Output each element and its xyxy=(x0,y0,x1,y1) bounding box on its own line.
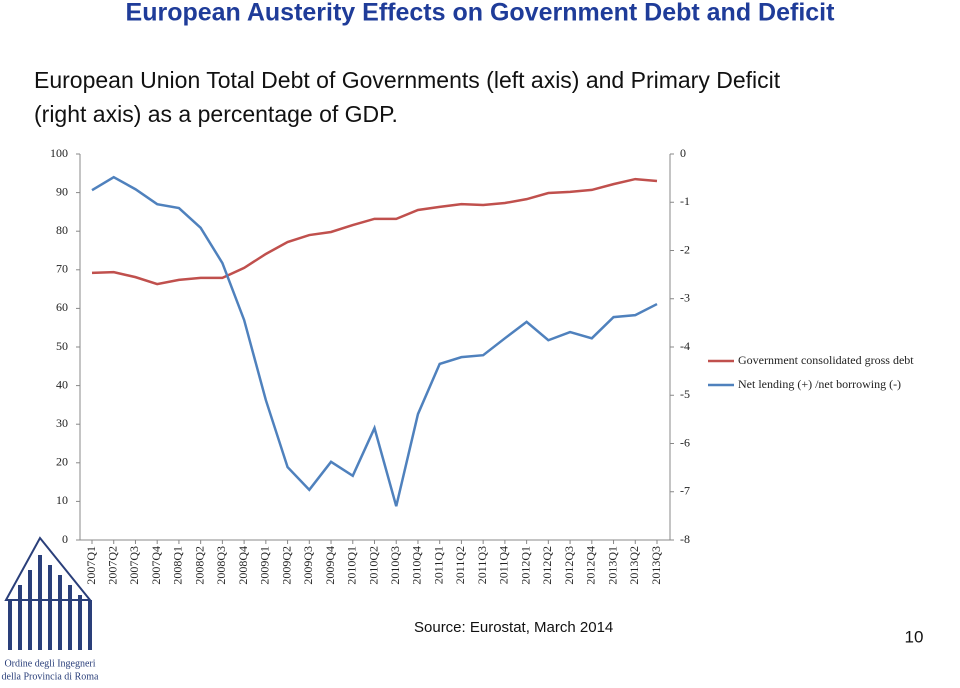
y2-tick-label: -6 xyxy=(680,435,690,449)
y-tick-label: 30 xyxy=(56,416,68,430)
x-tick-label: 2010Q4 xyxy=(410,546,424,585)
x-tick-label: 2013Q3 xyxy=(649,546,663,585)
x-tick-label: 2010Q1 xyxy=(345,546,359,585)
y2-tick-label: -7 xyxy=(680,484,690,498)
subtitle: (right axis) as a percentage of GDP. xyxy=(34,101,398,127)
x-tick-label: 2013Q2 xyxy=(627,546,641,585)
x-tick-label: 2008Q1 xyxy=(171,546,185,585)
x-tick-label: 2009Q1 xyxy=(258,546,272,585)
x-tick-label: 2010Q3 xyxy=(388,546,402,585)
x-tick-label: 2011Q3 xyxy=(475,546,489,584)
source-note: Source: Eurostat, March 2014 xyxy=(414,619,613,636)
y-tick-label: 60 xyxy=(56,300,68,314)
y-tick-label: 0 xyxy=(62,532,68,546)
x-tick-label: 2010Q2 xyxy=(366,546,380,585)
y-tick-label: 90 xyxy=(56,184,68,198)
y2-tick-label: -3 xyxy=(680,291,690,305)
x-tick-label: 2007Q3 xyxy=(127,546,141,585)
y-tick-label: 20 xyxy=(56,455,68,469)
subtitle: European Union Total Debt of Governments… xyxy=(34,67,781,93)
x-tick-label: 2008Q4 xyxy=(236,546,250,585)
x-tick-label: 2009Q3 xyxy=(301,546,315,585)
y-tick-label: 10 xyxy=(56,493,68,507)
x-tick-label: 2009Q4 xyxy=(323,546,337,585)
logo-text: della Provincia di Roma xyxy=(2,671,99,682)
legend-label: Net lending (+) /net borrowing (-) xyxy=(738,377,901,391)
logo-text: Ordine degli Ingegneri xyxy=(4,658,95,669)
x-tick-label: 2011Q4 xyxy=(497,546,511,584)
x-tick-label: 2011Q1 xyxy=(431,546,445,584)
y-tick-label: 100 xyxy=(50,146,68,160)
y-tick-label: 40 xyxy=(56,377,68,391)
y2-tick-label: -8 xyxy=(680,532,690,546)
series-line xyxy=(91,175,658,507)
x-tick-label: 2009Q2 xyxy=(279,546,293,585)
legend-label: Government consolidated gross debt xyxy=(738,353,914,367)
page-number: 10 xyxy=(905,627,924,646)
x-tick-label: 2012Q4 xyxy=(584,546,598,585)
x-tick-label: 2007Q1 xyxy=(84,546,98,585)
x-tick-label: 2012Q2 xyxy=(540,546,554,585)
x-tick-label: 2013Q1 xyxy=(605,546,619,585)
x-tick-label: 2008Q3 xyxy=(214,546,228,585)
series-line xyxy=(91,177,658,286)
x-tick-label: 2011Q2 xyxy=(453,546,467,584)
y2-tick-label: 0 xyxy=(680,146,686,160)
y2-tick-label: -5 xyxy=(680,387,690,401)
x-tick-label: 2012Q3 xyxy=(562,546,576,585)
x-tick-label: 2008Q2 xyxy=(192,546,206,585)
y2-tick-label: -1 xyxy=(680,194,690,208)
y2-tick-label: -2 xyxy=(680,242,690,256)
y-tick-label: 80 xyxy=(56,223,68,237)
slide-title: European Austerity Effects on Government… xyxy=(126,0,836,27)
y-tick-label: 70 xyxy=(56,262,68,276)
x-tick-label: 2012Q1 xyxy=(518,546,532,585)
y2-tick-label: -4 xyxy=(680,339,690,353)
logo xyxy=(4,536,93,650)
x-tick-label: 2007Q2 xyxy=(105,546,119,585)
y-tick-label: 50 xyxy=(56,339,68,353)
x-tick-label: 2007Q4 xyxy=(149,546,163,585)
